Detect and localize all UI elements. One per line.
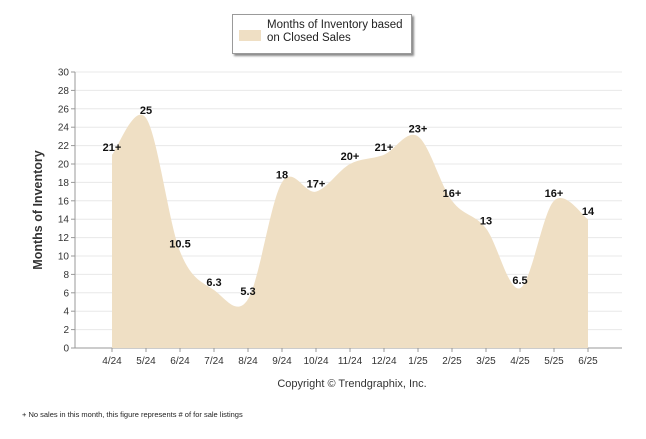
data-label: 17+ [307,179,326,191]
data-label: 6.5 [512,275,527,287]
data-label: 18 [276,169,288,181]
data-label: 13 [480,215,492,227]
y-tick-label: 24 [58,123,70,134]
y-tick-label: 22 [58,141,70,152]
y-tick-label: 0 [63,344,69,355]
data-label: 16+ [545,188,564,200]
y-tick-label: 4 [63,307,69,318]
y-tick-label: 26 [58,104,70,115]
y-tick-label: 8 [63,270,69,281]
x-tick-label: 10/24 [303,356,328,367]
data-label: 20+ [341,151,360,163]
x-tick-label: 1/25 [408,356,428,367]
x-tick-label: 6/25 [578,356,598,367]
area-series [112,114,588,348]
data-label: 16+ [443,188,462,200]
x-tick-label: 5/24 [136,356,156,367]
data-label: 21+ [375,142,394,154]
data-label: 6.3 [206,277,221,289]
y-tick-label: 10 [58,252,70,263]
y-tick-label: 28 [58,86,70,97]
x-tick-label: 8/24 [238,356,258,367]
data-label: 21+ [103,142,122,154]
copyright-text: Copyright © Trendgraphix, Inc. [277,378,427,390]
x-tick-label: 3/25 [476,356,496,367]
y-tick-label: 20 [58,160,70,171]
data-label: 5.3 [240,286,255,298]
y-axis-title: Months of Inventory [31,150,45,269]
data-label: 25 [140,105,152,117]
footnote: + No sales in this month, this figure re… [22,410,243,419]
x-tick-label: 4/25 [510,356,530,367]
y-tick-label: 6 [63,288,69,299]
y-tick-label: 16 [58,196,70,207]
x-tick-label: 4/24 [102,356,122,367]
legend-swatch [239,30,261,41]
data-label: 23+ [409,123,428,135]
x-tick-label: 6/24 [170,356,190,367]
x-tick-label: 2/25 [442,356,462,367]
y-tick-label: 30 [58,68,70,79]
legend: Months of Inventory based on Closed Sale… [232,14,412,54]
x-tick-label: 12/24 [371,356,396,367]
x-tick-label: 9/24 [272,356,292,367]
y-tick-label: 12 [58,233,70,244]
x-tick-label: 11/24 [338,356,363,367]
data-label: 14 [582,206,595,218]
data-label: 10.5 [169,238,190,250]
x-tick-label: 5/25 [544,356,564,367]
x-tick-label: 7/24 [204,356,224,367]
legend-label: Months of Inventory based on Closed Sale… [267,19,403,44]
y-tick-label: 2 [63,325,69,336]
y-tick-label: 18 [58,178,70,189]
y-tick-label: 14 [58,215,70,226]
